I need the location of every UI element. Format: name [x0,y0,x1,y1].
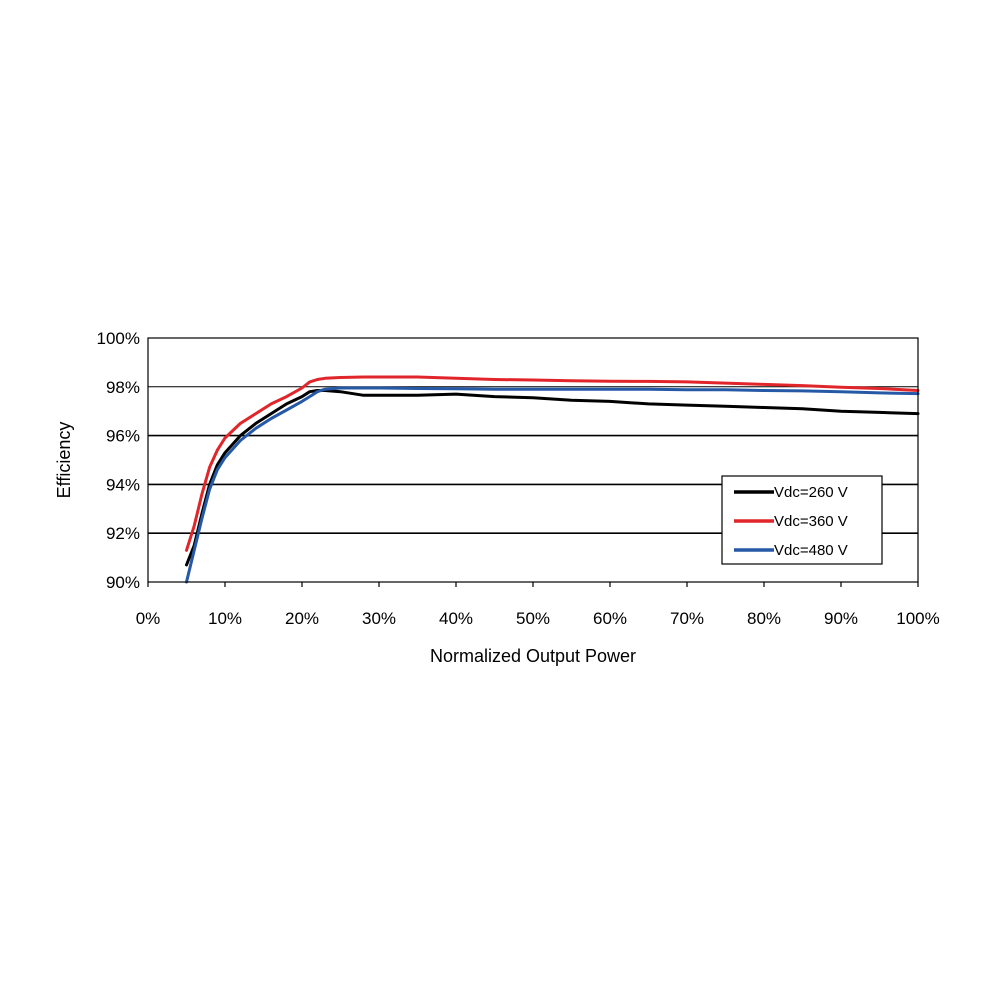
x-tick-label: 40% [439,609,473,628]
x-tick-label: 70% [670,609,704,628]
x-tick-label: 80% [747,609,781,628]
x-tick-label: 90% [824,609,858,628]
legend-label: Vdc=260 V [774,484,848,501]
x-tick-label: 20% [285,609,319,628]
x-tick-label: 100% [896,609,939,628]
x-tick-label: 50% [516,609,550,628]
y-tick-label: 100% [97,329,140,348]
series-lines [185,375,920,584]
legend: Vdc=260 V Vdc=360 V Vdc=480 V [721,475,883,565]
y-tick-label: 96% [106,427,140,446]
x-tick-label: 0% [136,609,161,628]
x-tick-labels: 0% 10% 20% 30% 40% 50% 60% 70% 80% 90% 100% [136,582,940,628]
series-line-2 [185,375,920,552]
y-tick-labels: 90% 92% 94% 96% 98% 100% [97,329,140,592]
y-tick-label: 92% [106,524,140,543]
series-line-3 [185,386,920,584]
y-tick-label: 90% [106,573,140,592]
x-tick-label: 10% [208,609,242,628]
legend-label: Vdc=360 V [774,513,848,530]
legend-label: Vdc=480 V [774,542,848,559]
series-line-1 [185,389,920,567]
x-tick-label: 30% [362,609,396,628]
x-tick-label: 60% [593,609,627,628]
y-axis-title: Efficiency [54,422,74,499]
y-tick-label: 98% [106,378,140,397]
x-axis-title: Normalized Output Power [430,646,636,666]
y-tick-label: 94% [106,475,140,494]
